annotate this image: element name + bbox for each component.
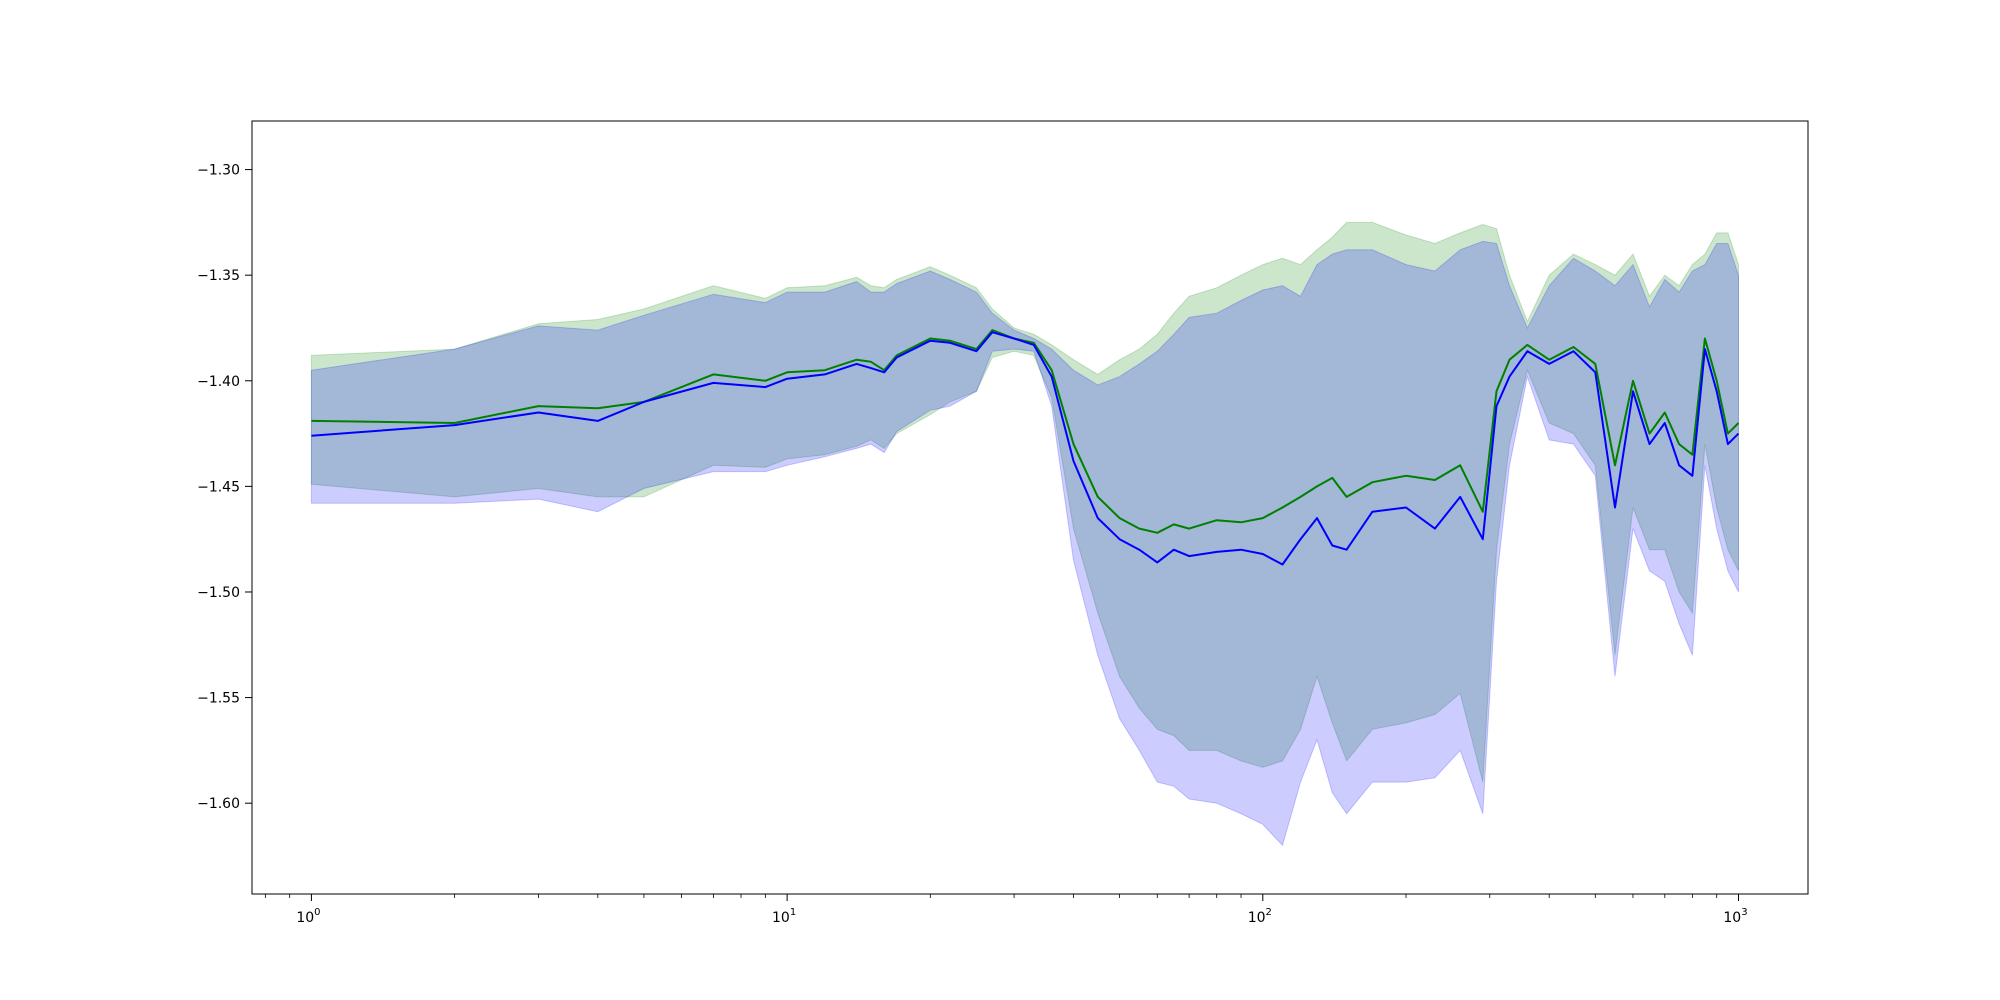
x-tick-label: 103 xyxy=(1723,907,1747,926)
x-tick-label: 101 xyxy=(772,907,796,926)
series-line-0 xyxy=(311,329,1740,534)
x-tick-label: 100 xyxy=(296,907,320,926)
x-tick-label: 102 xyxy=(1248,907,1272,926)
series-lines xyxy=(311,329,1740,566)
y-axis: −1.30 −1.35 −1.40 −1.45 −1.50 −1.55 −1.60 xyxy=(197,163,252,812)
y-tick-label: −1.60 xyxy=(197,796,240,812)
y-tick-label: −1.45 xyxy=(197,479,240,495)
confidence-bands xyxy=(310,221,1739,847)
series-line-1 xyxy=(311,331,1740,566)
y-tick-label: −1.30 xyxy=(197,163,240,179)
x-axis: 100 101 102 103 xyxy=(264,894,1748,926)
y-tick-label: −1.50 xyxy=(197,585,240,601)
y-tick-label: −1.35 xyxy=(197,268,240,284)
band-0 xyxy=(310,221,1739,783)
y-tick-label: −1.40 xyxy=(197,374,240,390)
plot-frame xyxy=(251,120,1809,895)
y-tick-label: −1.55 xyxy=(197,691,240,707)
